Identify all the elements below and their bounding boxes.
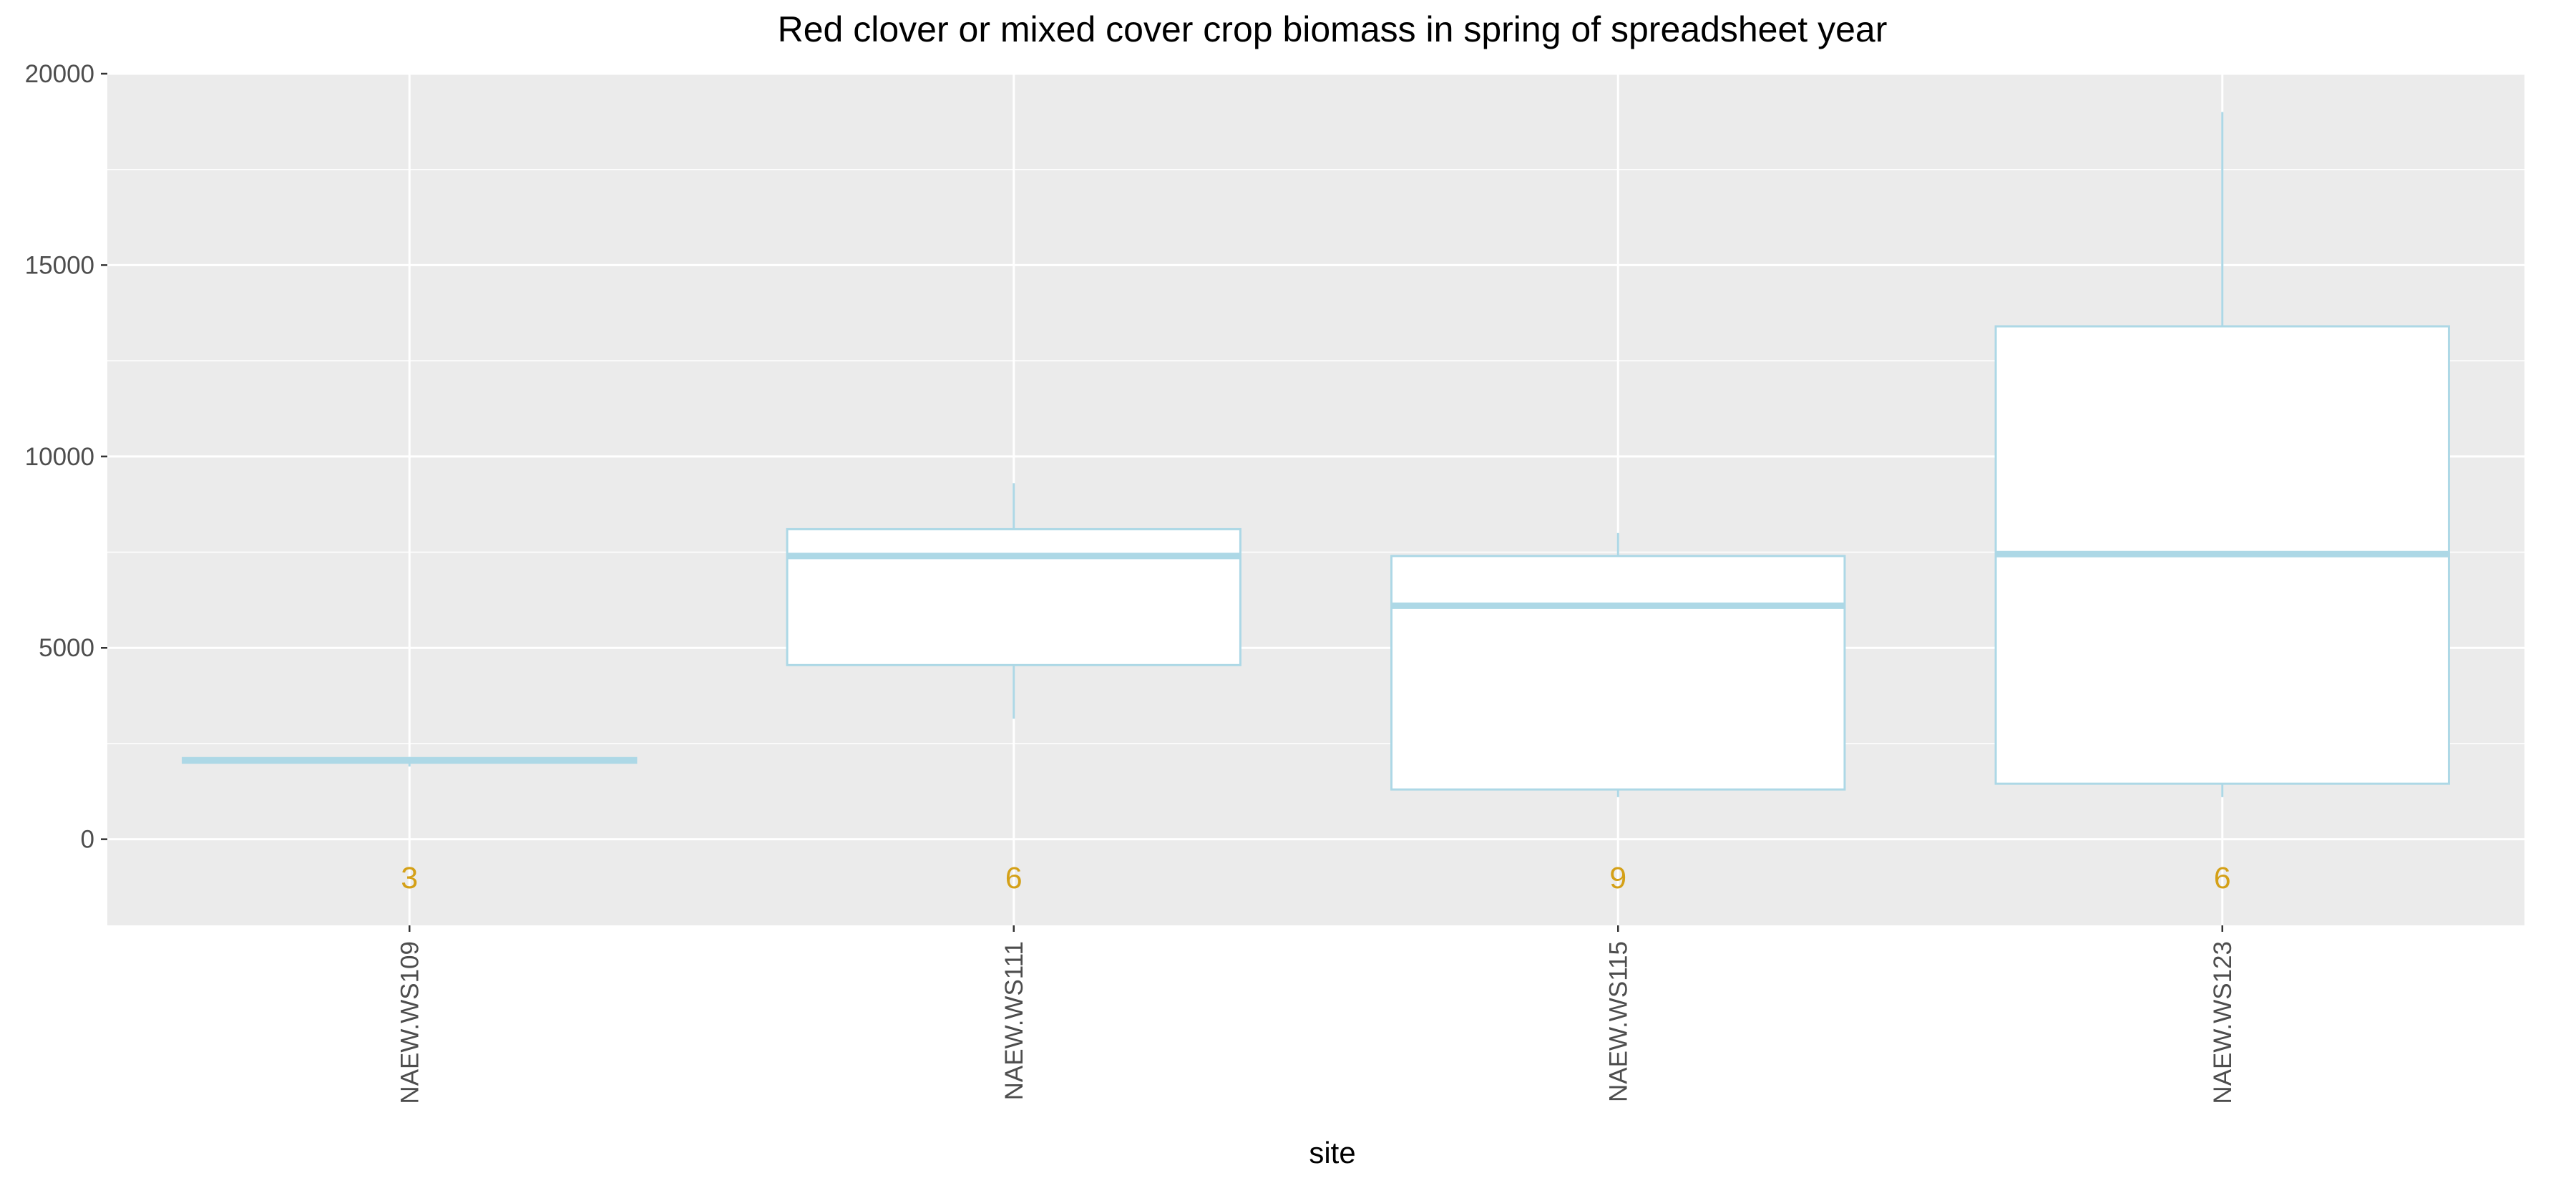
boxes xyxy=(182,112,2450,797)
box-naew-ws123 xyxy=(1994,112,2450,797)
x-tick-label: NAEW.WS115 xyxy=(1604,941,1632,1102)
y-tick-label: 10000 xyxy=(25,443,94,471)
y-tick-label: 5000 xyxy=(39,634,94,662)
box-body xyxy=(1390,555,1846,791)
count-label: 9 xyxy=(1609,861,1626,895)
y-axis: 0 5000 10000 15000 20000 xyxy=(25,60,107,854)
y-tick-label: 15000 xyxy=(25,251,94,279)
x-axis: NAEW.WS109 NAEW.WS111 NAEW.WS115 NAEW.WS123 xyxy=(396,925,2237,1104)
y-tick-label: 0 xyxy=(81,826,94,854)
x-axis-title: site xyxy=(1309,1136,1355,1169)
box-naew-ws115 xyxy=(1390,532,1846,797)
x-tick-label: NAEW.WS123 xyxy=(2209,941,2237,1104)
count-label: 3 xyxy=(401,861,418,895)
box-naew-ws111 xyxy=(786,483,1241,719)
count-label: 6 xyxy=(1005,861,1023,895)
x-tick-label: NAEW.WS111 xyxy=(1000,941,1028,1100)
count-label: 6 xyxy=(2214,861,2231,895)
chart-title: Red clover or mixed cover crop biomass i… xyxy=(778,9,1888,49)
y-tick-label: 20000 xyxy=(25,60,94,88)
box-body xyxy=(786,527,1241,666)
count-labels: 3 6 9 6 xyxy=(401,861,2230,895)
box-naew-ws109 xyxy=(182,756,638,767)
x-tick-label: NAEW.WS109 xyxy=(396,941,424,1104)
